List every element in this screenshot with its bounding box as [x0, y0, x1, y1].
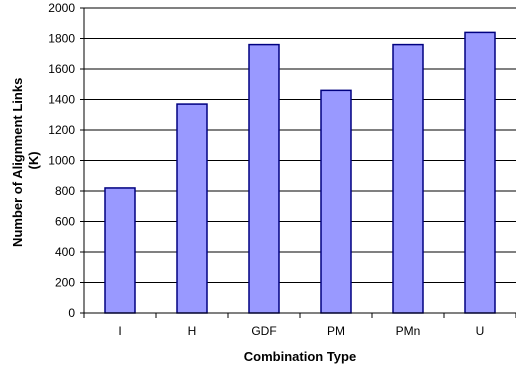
bars	[104, 31, 496, 314]
y-tick-label: 800	[55, 184, 75, 198]
bar-i	[104, 187, 136, 314]
y-axis-title-line-1: Number of Alignment Links	[10, 78, 25, 247]
y-tick-label: 1400	[48, 93, 75, 107]
bar-pm	[320, 89, 352, 314]
y-axis-title: Number of Alignment Links (K)	[10, 74, 41, 247]
y-tick-label: 2000	[48, 1, 75, 15]
x-tick-label: I	[118, 324, 121, 338]
x-tick-label: GDF	[251, 324, 276, 338]
y-axis-ticks: 0 200 400 600 800 1000 1200 1400 1600 1800 2000	[48, 1, 84, 320]
x-axis-ticks: I H GDF PM PMn U	[83, 313, 516, 338]
x-tick-label: PM	[327, 324, 345, 338]
y-tick-label: 1600	[48, 62, 75, 76]
y-tick-label: 600	[55, 215, 75, 229]
gridlines	[84, 7, 516, 283]
y-tick-label: 400	[55, 245, 75, 259]
bar-pmn	[392, 43, 424, 314]
y-tick-label: 200	[55, 276, 75, 290]
x-tick-label: H	[188, 324, 197, 338]
x-tick-label: PMn	[396, 324, 421, 338]
y-tick-label: 1000	[48, 154, 75, 168]
x-axis-title: Combination Type	[244, 349, 356, 364]
y-tick-label: 1200	[48, 123, 75, 137]
bar-gdf	[248, 43, 280, 314]
y-axis-title-line-2: (K)	[26, 151, 41, 169]
y-tick-label: 0	[68, 306, 75, 320]
x-tick-label: U	[476, 324, 485, 338]
bar-u	[464, 31, 496, 314]
y-tick-label: 1800	[48, 32, 75, 46]
bar-h	[176, 103, 208, 314]
